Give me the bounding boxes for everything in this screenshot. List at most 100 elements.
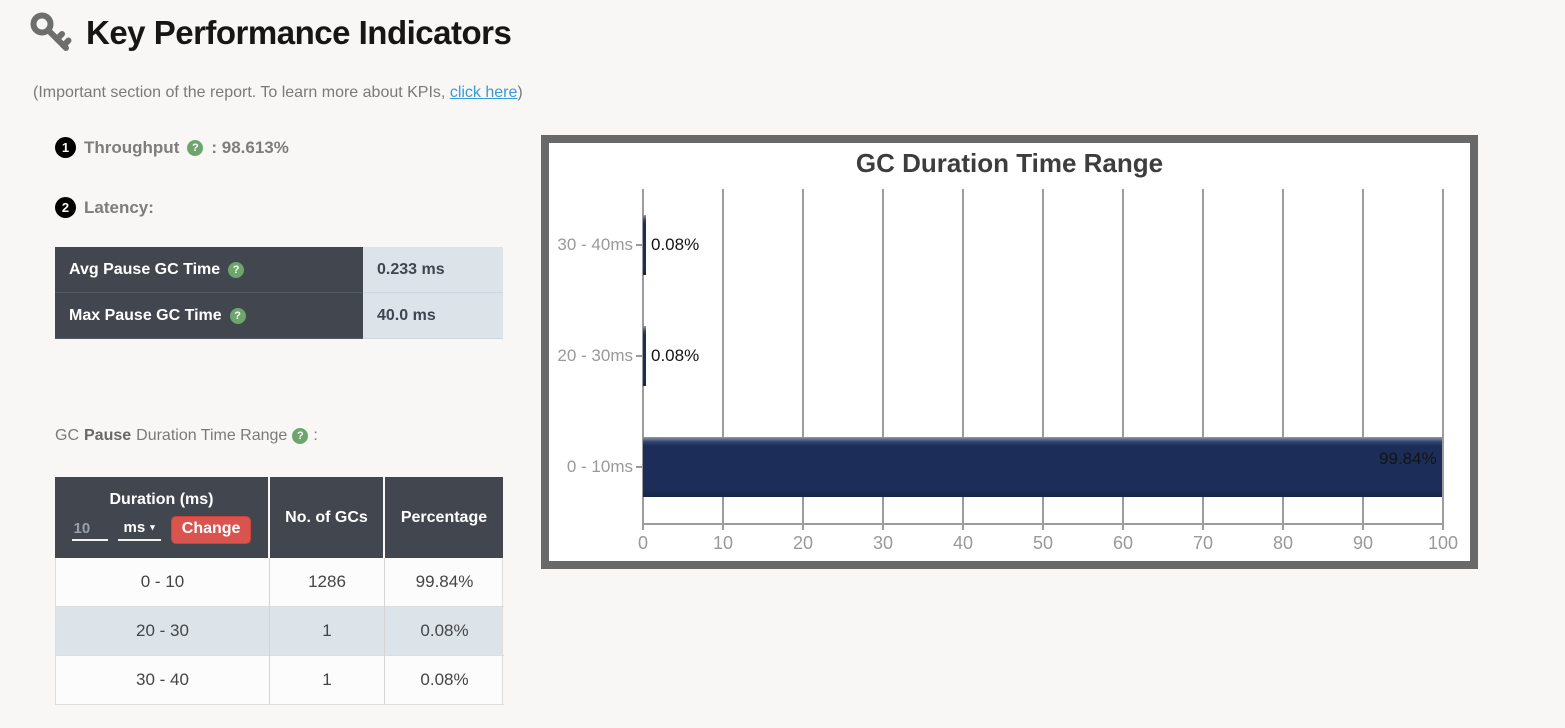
y-axis-label: 0 - 10ms (566, 457, 633, 477)
x-axis-tick (882, 523, 884, 530)
chart-bar (643, 437, 1442, 498)
duration-col-title: Duration (ms) (109, 491, 214, 508)
x-axis-tick (1442, 523, 1444, 530)
y-axis-tick (636, 243, 643, 246)
x-axis-label: 100 (1427, 533, 1459, 553)
max-pause-help-icon[interactable]: ? (229, 307, 246, 324)
caption-rest: Duration Time Range (136, 427, 288, 444)
y-axis-label: 20 - 30ms (557, 346, 633, 365)
throughput-line: 1 Throughput ? : 98.613% (55, 137, 289, 158)
badge-1: 1 (55, 137, 76, 158)
chevron-down-icon: ▾ (150, 522, 155, 532)
bar-value-label: 99.84% (1379, 449, 1437, 469)
x-axis-label: 10 (712, 533, 734, 553)
chart-bar (643, 214, 646, 275)
kpi-learn-more-link[interactable]: click here (449, 84, 518, 101)
gcs-header-cell: No. of GCs (268, 477, 383, 558)
duration-help-icon[interactable]: ? (292, 428, 309, 444)
count-cell: 1286 (269, 558, 384, 607)
max-pause-label: Max Pause GC Time (69, 306, 222, 324)
x-axis-label: 60 (1112, 533, 1134, 553)
x-axis-tick (1122, 523, 1124, 530)
chart-gridline (882, 189, 884, 523)
chart-gridline (802, 189, 804, 523)
unit-label: ms (123, 519, 146, 536)
table-row: 30 - 40 1 0.08% (56, 656, 504, 705)
y-axis-tick (636, 466, 643, 469)
duration-table-header: Duration (ms) ms ▾ Change No. of GCs Perc… (55, 477, 503, 558)
x-axis-label: 0 (637, 533, 649, 553)
duration-table-body: 0 - 10 1286 99.84% 20 - 30 1 0.08% 30 - … (55, 558, 504, 705)
chart-gridline (1122, 189, 1124, 523)
throughput-value: : 98.613% (211, 137, 289, 157)
avg-pause-label: Avg Pause GC Time (69, 260, 221, 278)
page-header: Key Performance Indicators (28, 10, 512, 56)
chart-bar (643, 326, 646, 386)
duration-table: Duration (ms) ms ▾ Change No. of GCs Perc… (55, 477, 504, 705)
latency-row-max-label: Max Pause GC Time ? (55, 293, 363, 339)
x-axis-label: 90 (1352, 533, 1374, 553)
subtitle: (Important section of the report. To lea… (33, 84, 523, 102)
y-axis-tick (636, 355, 643, 357)
range-cell: 30 - 40 (56, 656, 269, 705)
latency-label: Latency: (84, 197, 154, 217)
x-axis-tick (722, 523, 724, 530)
subtitle-prefix: (Important section of the report. To lea… (33, 84, 450, 101)
page-title: Key Performance Indicators (86, 14, 512, 51)
subtitle-suffix: ) (517, 84, 523, 101)
table-row: 0 - 10 1286 99.84% (56, 558, 504, 607)
chart-gridline (722, 189, 724, 523)
badge-2: 2 (55, 197, 76, 218)
x-axis-label: 30 (872, 533, 894, 553)
key-icon (30, 12, 72, 51)
latency-row-avg-value: 0.233 ms (363, 247, 503, 293)
chart-title: GC Duration Time Range (855, 148, 1164, 178)
x-axis-tick (802, 523, 804, 530)
x-axis-tick (1362, 523, 1364, 530)
bar-value-label: 0.08% (651, 234, 700, 254)
x-axis-tick (1202, 523, 1204, 530)
caption-colon: : (313, 427, 318, 444)
x-axis-tick (642, 523, 644, 530)
x-axis-tick (962, 523, 964, 530)
x-axis-label: 20 (792, 533, 814, 553)
gc-duration-chart: GC Duration Time Range 0 10 20 30 40 50 60 70 80… (541, 135, 1478, 569)
x-axis-line (642, 523, 1444, 525)
percentage-header-cell: Percentage (383, 477, 503, 558)
pct-cell: 0.08% (384, 607, 504, 656)
x-axis-label: 70 (1192, 533, 1214, 553)
bucket-size-input[interactable] (71, 519, 108, 541)
bar-value-label: 0.08% (651, 346, 700, 365)
count-cell: 1 (269, 607, 384, 656)
caption-prefix: GC (55, 427, 79, 444)
duration-header-cell: Duration (ms) ms ▾ Change (55, 477, 268, 558)
duration-controls: ms ▾ Change (71, 516, 252, 544)
x-axis-label: 40 (952, 533, 974, 553)
avg-pause-help-icon[interactable]: ? (228, 261, 245, 278)
caption-bold: Pause (84, 427, 132, 444)
range-cell: 20 - 30 (56, 607, 269, 656)
latency-table: Avg Pause GC Time ? 0.233 ms Max Pause G… (55, 247, 503, 339)
latency-row-max-value: 40.0 ms (363, 293, 503, 339)
x-axis-label: 50 (1032, 533, 1054, 553)
y-axis-label: 30 - 40ms (557, 234, 633, 254)
latency-line: 2 Latency: (55, 197, 154, 218)
duration-caption: GC Pause Duration Time Range ? : (55, 427, 318, 445)
latency-row-avg-label: Avg Pause GC Time ? (55, 247, 363, 293)
unit-dropdown[interactable]: ms ▾ (117, 519, 161, 541)
change-button[interactable]: Change (170, 516, 252, 544)
count-cell: 1 (269, 656, 384, 705)
table-row: 20 - 30 1 0.08% (56, 607, 504, 656)
chart-gridline (1282, 189, 1284, 523)
chart-gridline (1042, 189, 1044, 523)
throughput-help-icon[interactable]: ? (187, 139, 204, 156)
pct-cell: 0.08% (384, 656, 504, 705)
x-axis-tick (1282, 523, 1284, 530)
chart-gridline (962, 189, 964, 523)
throughput-label: Throughput (84, 137, 180, 157)
range-cell: 0 - 10 (56, 558, 269, 607)
x-axis-tick (1042, 523, 1044, 530)
chart-gridline (1202, 189, 1204, 523)
chart-gridline (1362, 189, 1364, 523)
